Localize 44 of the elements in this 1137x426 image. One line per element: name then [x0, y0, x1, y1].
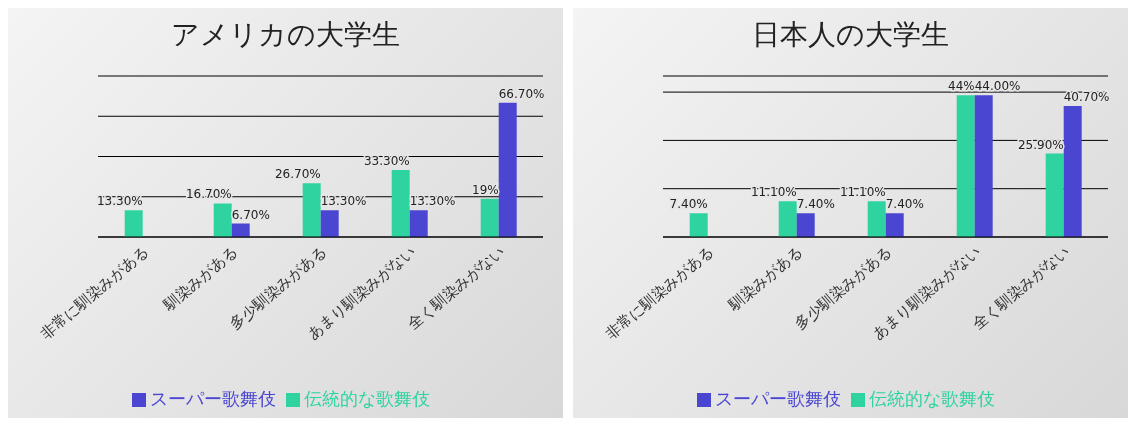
data-label: 7.40%	[885, 197, 924, 212]
legend-label: スーパー歌舞伎	[149, 388, 276, 409]
legend-label: 伝統的な歌舞伎	[868, 388, 995, 409]
bar	[391, 169, 410, 237]
data-label: 66.70%	[498, 86, 545, 101]
bar	[124, 210, 143, 237]
bar	[689, 213, 708, 237]
data-label: 6.70%	[231, 207, 270, 222]
bar	[956, 95, 975, 237]
bar	[213, 203, 232, 237]
bar	[796, 213, 815, 237]
bar	[867, 201, 886, 237]
data-label: 13.30%	[320, 194, 367, 209]
data-label: 13.30%	[96, 194, 143, 209]
data-label: 25.90%	[1017, 137, 1064, 152]
data-label: 26.70%	[274, 167, 321, 182]
bar	[1063, 105, 1082, 237]
legend-label: 伝統的な歌舞伎	[303, 388, 430, 409]
data-label: 7.40%	[796, 197, 835, 212]
bar	[778, 201, 797, 237]
data-label: 40.70%	[1063, 89, 1110, 104]
x-tick-label: 非常に馴染みがある	[601, 242, 717, 343]
x-tick-label: 馴染みがある	[159, 242, 241, 315]
bar	[320, 210, 339, 237]
data-label: 11.10%	[750, 185, 797, 200]
bar	[1045, 153, 1064, 237]
legend-label: スーパー歌舞伎	[714, 388, 841, 409]
bar	[885, 213, 904, 237]
data-label: 11.10%	[839, 185, 886, 200]
chart-title: アメリカの大学生	[170, 17, 401, 53]
data-label: 33.30%	[363, 153, 410, 168]
bar	[498, 102, 517, 237]
bar	[409, 210, 428, 237]
data-label: 44.00%	[974, 79, 1021, 94]
bar	[974, 95, 993, 237]
bar	[480, 198, 499, 237]
bar	[302, 183, 321, 237]
chart-title: 日本人の大学生	[751, 17, 950, 53]
data-label: 44%	[948, 79, 975, 94]
data-label: 7.40%	[669, 197, 708, 212]
x-tick-label: 馴染みがある	[724, 242, 806, 315]
x-tick-label: 非常に馴染みがある	[36, 242, 152, 343]
data-label: 19%	[472, 182, 499, 197]
data-label: 13.30%	[409, 194, 456, 209]
